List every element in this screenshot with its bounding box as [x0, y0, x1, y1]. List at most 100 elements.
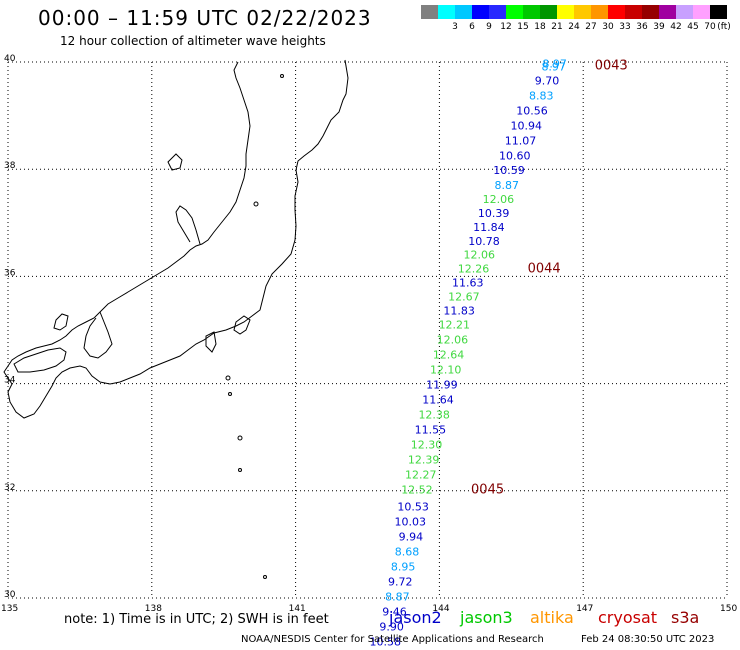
wave-height-value: 11.55 [415, 423, 447, 436]
scale-label: 39 [653, 22, 665, 32]
boso-peninsula [233, 315, 251, 335]
footer-timestamp: Feb 24 08:30:50 UTC 2023 [581, 634, 715, 645]
latitude-labels: 40 38 36 34 32 30 [4, 54, 16, 600]
pass-time-label: 0045 [471, 482, 504, 497]
page-title: 00:00 – 11:59 UTC 02/22/2023 [38, 6, 372, 30]
latitude-label: 30 [4, 590, 16, 600]
wave-height-value: 11.99 [426, 378, 458, 391]
kii-peninsula [83, 311, 113, 359]
scale-label: 24 [568, 22, 580, 32]
scale-swatch [659, 5, 676, 19]
wave-height-value: 12.38 [418, 408, 450, 421]
scale-unit-label: (ft) [717, 22, 731, 32]
scale-swatch [625, 5, 642, 19]
scale-swatch [489, 5, 506, 19]
longitude-label: 141 [289, 604, 306, 614]
latitude-label: 38 [4, 161, 16, 171]
noto-peninsula [175, 205, 201, 245]
wave-height-value: 10.39 [478, 207, 510, 220]
mission-label-cryosat: cryosat [598, 608, 658, 627]
wave-height-value: 8.87 [494, 179, 519, 192]
scale-label: 3 [452, 22, 458, 32]
scale-swatch [574, 5, 591, 19]
scale-label: 6 [469, 22, 475, 32]
mission-label-jason2: jason2 [389, 608, 442, 627]
longitude-label: 150 [720, 604, 737, 614]
wave-height-value: 10.59 [493, 164, 525, 177]
mission-label-jason3: jason3 [460, 608, 513, 627]
scale-swatch [455, 5, 472, 19]
longitude-label: 144 [432, 604, 449, 614]
scale-swatch [591, 5, 608, 19]
scale-swatch [642, 5, 659, 19]
shikoku-coastline [13, 347, 67, 373]
wave-height-value: 11.64 [422, 393, 454, 406]
scale-swatch [608, 5, 625, 19]
wave-height-value: 12.21 [439, 318, 471, 331]
scale-label: 27 [585, 22, 597, 32]
wave-height-value: 8.97 [542, 57, 567, 70]
wave-height-value: 12.27 [405, 468, 437, 481]
scale-swatch [540, 5, 557, 19]
longitude-labels: 135 138 141 144 147 150 [1, 604, 737, 614]
wave-height-value: 12.39 [408, 453, 440, 466]
wave-height-value: 12.06 [483, 193, 515, 206]
scale-swatch [523, 5, 540, 19]
wave-height-value: 10.58 [370, 636, 402, 649]
scale-label: 15 [517, 22, 529, 32]
wave-height-value: 12.64 [433, 348, 465, 361]
scale-label: 33 [619, 22, 631, 32]
scale-label: 70 [704, 22, 716, 32]
scale-label: 9 [486, 22, 492, 32]
wave-height-value: 9.46 [382, 606, 407, 619]
wave-height-value: 12.67 [448, 291, 480, 304]
wave-height-value: 11.63 [452, 277, 484, 290]
scale-label: 45 [687, 22, 699, 32]
scale-swatch [472, 5, 489, 19]
wave-height-value: 11.07 [505, 135, 537, 148]
scale-label: 36 [636, 22, 648, 32]
longitude-label: 135 [1, 604, 18, 614]
scale-label: 42 [670, 22, 682, 32]
legend-note: note: 1) Time is in UTC; 2) SWH is in fe… [64, 612, 329, 627]
wave-height-value: 10.60 [499, 150, 531, 163]
wave-height-value: 8.95 [391, 561, 416, 574]
graticule [7, 61, 728, 599]
wave-height-value: 12.26 [458, 263, 490, 276]
mission-label-s3a: s3a [671, 608, 700, 627]
scale-swatch [557, 5, 574, 19]
wave-height-value: 9.72 [388, 576, 413, 589]
coastline [3, 59, 349, 579]
wave-height-value: 12.10 [430, 363, 462, 376]
wave-height-value: 10.03 [394, 516, 426, 529]
pass-times: 0043004400450046 [471, 59, 628, 498]
page-subtitle: 12 hour collection of altimeter wave hei… [60, 34, 326, 48]
scale-label: 30 [602, 22, 614, 32]
scale-swatch [710, 5, 727, 19]
sado-island [167, 153, 183, 171]
wave-height-value: 12.52 [401, 483, 433, 496]
scale-label: 12 [500, 22, 512, 32]
wave-height-value: 8.68 [395, 546, 420, 559]
honshu-coastline [3, 59, 349, 419]
scale-swatch [676, 5, 693, 19]
scale-label: 21 [551, 22, 563, 32]
wave-height-value: 10.78 [468, 235, 500, 248]
wave-height-value: 10.56 [516, 105, 548, 118]
pass-time-label: 0043 [595, 59, 628, 74]
scale-swatch [438, 5, 455, 19]
wave-height-value: 12.06 [437, 333, 469, 346]
latitude-label: 36 [4, 268, 16, 278]
satellite-track: 8.978.979.708.8310.5610.9411.0710.6010.5… [370, 57, 567, 649]
scale-swatch [421, 5, 438, 19]
wave-height-value: 9.70 [535, 75, 560, 88]
wave-height-value: 11.84 [473, 221, 505, 234]
longitude-label: 138 [145, 604, 162, 614]
izu-peninsula [205, 331, 217, 353]
wave-height-value: 9.90 [379, 621, 404, 634]
pass-time-label: 0044 [528, 262, 561, 277]
wave-height-value: 8.83 [529, 90, 554, 103]
footer-credit: NOAA/NESDIS Center for Satellite Applica… [241, 634, 544, 645]
latitude-label: 40 [4, 54, 16, 64]
